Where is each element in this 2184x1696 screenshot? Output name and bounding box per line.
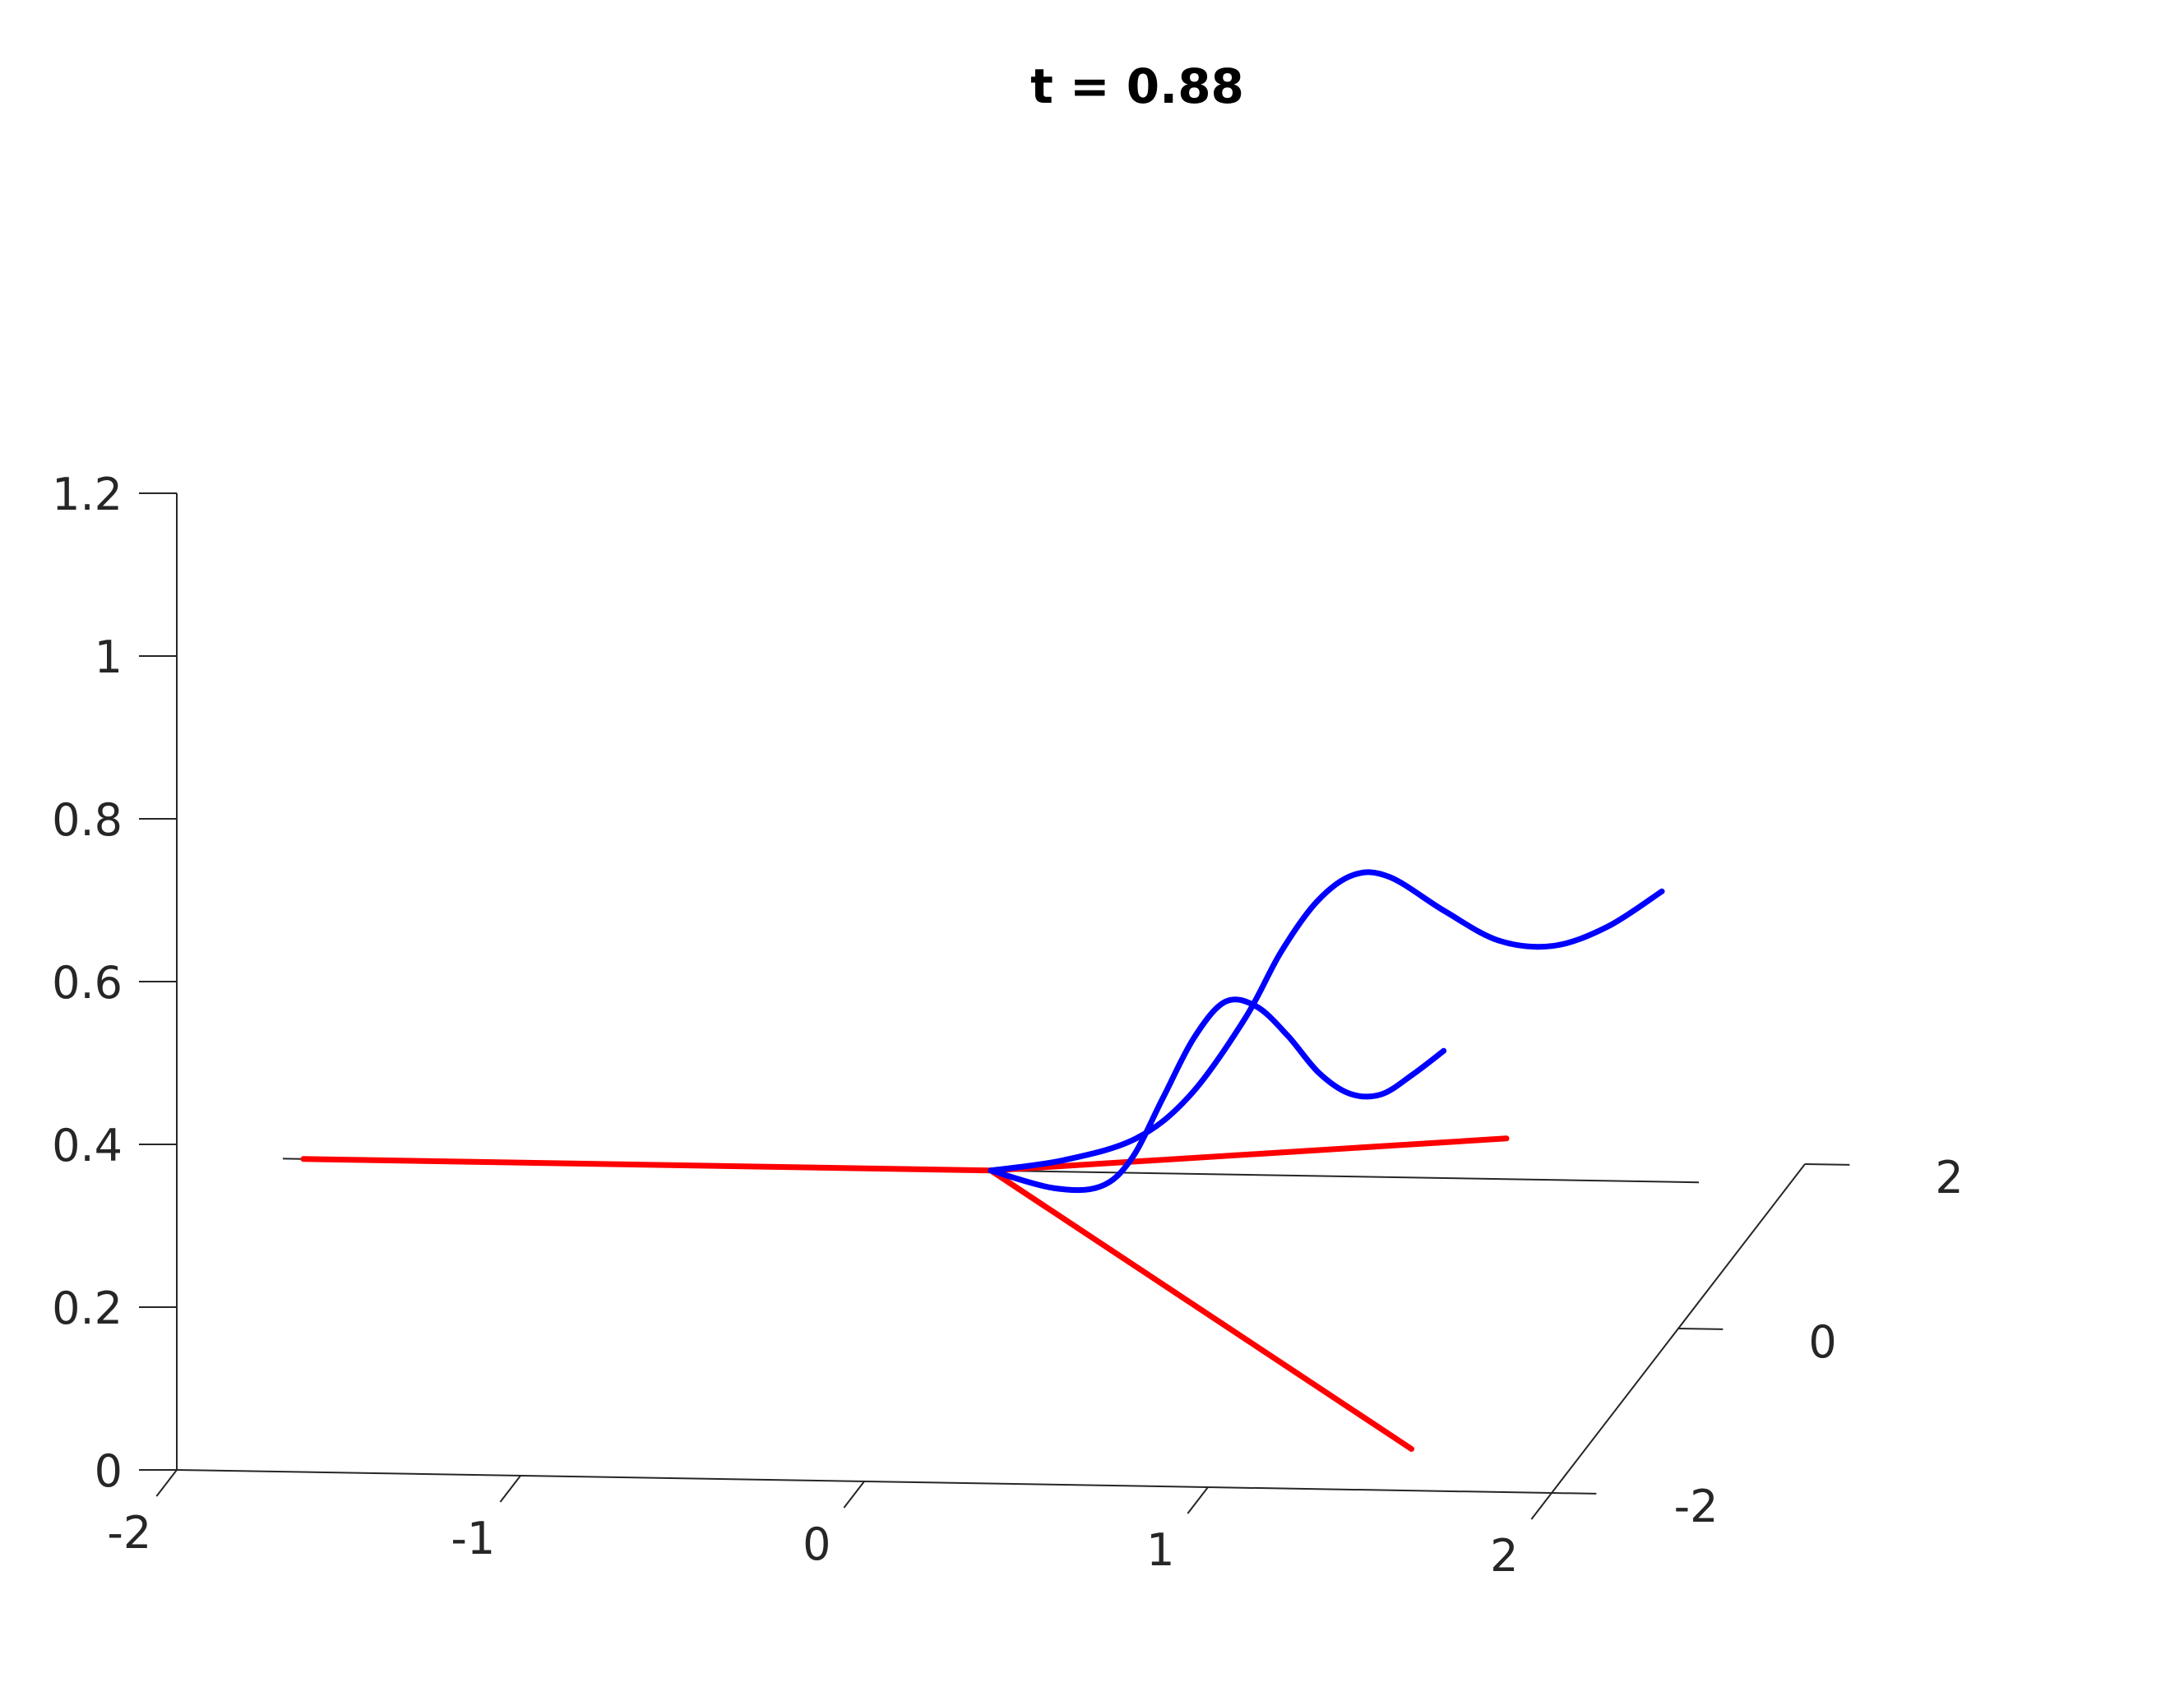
tick-labels: -2 -1 0 1 2 -2 0 2 0 0.2 0.4 0.6 0.8 1 1.2 bbox=[52, 469, 1964, 1582]
x-tick-label: 2 bbox=[1490, 1530, 1518, 1582]
x-tick-label: -2 bbox=[107, 1507, 151, 1559]
z-tick-label: 0.4 bbox=[52, 1120, 123, 1171]
chart-title: t = 0.88 bbox=[1030, 58, 1244, 114]
z-tick-label: 1.2 bbox=[52, 469, 123, 520]
z-tick-label: 0 bbox=[95, 1445, 123, 1497]
y-tick bbox=[1551, 1492, 1597, 1495]
x-tick-label: 0 bbox=[803, 1518, 831, 1570]
y-tick-label: 2 bbox=[1935, 1152, 1963, 1204]
z-tick-label: 1 bbox=[95, 631, 123, 683]
z-tick-label: 0.6 bbox=[52, 957, 123, 1009]
axes bbox=[176, 493, 1806, 1494]
series-line-4 bbox=[988, 996, 1447, 1194]
y-tick bbox=[1804, 1163, 1850, 1166]
tick-marks bbox=[139, 492, 1850, 1520]
z-tick-label: 0.2 bbox=[52, 1282, 123, 1334]
series-lines bbox=[300, 869, 1665, 1452]
z-tick-label: 0.8 bbox=[52, 794, 123, 846]
x-tick bbox=[499, 1475, 521, 1503]
y-tick-label: -2 bbox=[1674, 1481, 1719, 1532]
x-tick bbox=[155, 1469, 178, 1497]
y-tick-label: 0 bbox=[1808, 1316, 1836, 1368]
x-tick-label: -1 bbox=[451, 1513, 495, 1564]
x-tick bbox=[1530, 1492, 1552, 1520]
x-tick bbox=[1187, 1486, 1209, 1514]
x-tick bbox=[843, 1481, 865, 1509]
series-line-2 bbox=[988, 1167, 1414, 1452]
series-line-1 bbox=[300, 1135, 1510, 1174]
series-line-3 bbox=[988, 869, 1665, 1174]
x-tick-label: 1 bbox=[1146, 1524, 1174, 1576]
